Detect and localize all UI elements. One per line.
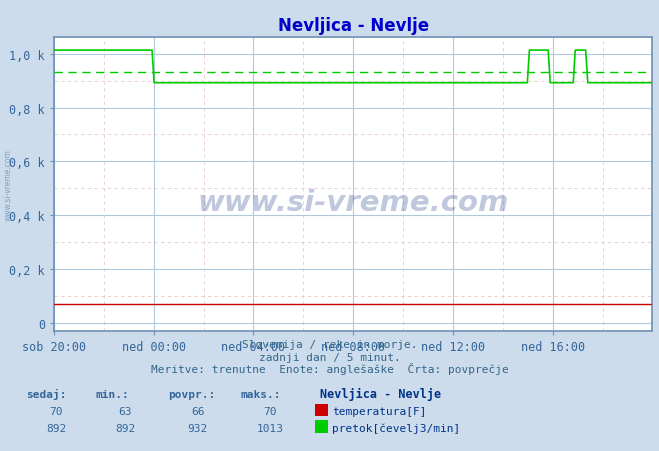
- Text: Meritve: trenutne  Enote: anglešaške  Črta: povprečje: Meritve: trenutne Enote: anglešaške Črta…: [151, 363, 508, 374]
- Text: 70: 70: [264, 406, 277, 416]
- Text: temperatura[F]: temperatura[F]: [332, 406, 426, 416]
- Text: min.:: min.:: [96, 389, 129, 399]
- Text: 66: 66: [191, 406, 204, 416]
- Text: Slovenija / reke in morje.: Slovenija / reke in morje.: [242, 339, 417, 349]
- Text: 932: 932: [188, 423, 208, 433]
- Text: Nevljica - Nevlje: Nevljica - Nevlje: [320, 387, 441, 400]
- Text: povpr.:: povpr.:: [168, 389, 215, 399]
- Text: sedaj:: sedaj:: [26, 388, 67, 399]
- Text: www.si-vreme.com: www.si-vreme.com: [198, 189, 509, 216]
- Text: maks.:: maks.:: [241, 389, 281, 399]
- Text: www.si-vreme.com: www.si-vreme.com: [3, 149, 13, 221]
- Text: 1013: 1013: [257, 423, 283, 433]
- Text: pretok[čevelj3/min]: pretok[čevelj3/min]: [332, 422, 461, 433]
- Text: 70: 70: [49, 406, 63, 416]
- Text: 892: 892: [115, 423, 135, 433]
- Title: Nevljica - Nevlje: Nevljica - Nevlje: [277, 18, 429, 35]
- Text: 63: 63: [119, 406, 132, 416]
- Text: 892: 892: [46, 423, 66, 433]
- Text: zadnji dan / 5 minut.: zadnji dan / 5 minut.: [258, 352, 401, 362]
